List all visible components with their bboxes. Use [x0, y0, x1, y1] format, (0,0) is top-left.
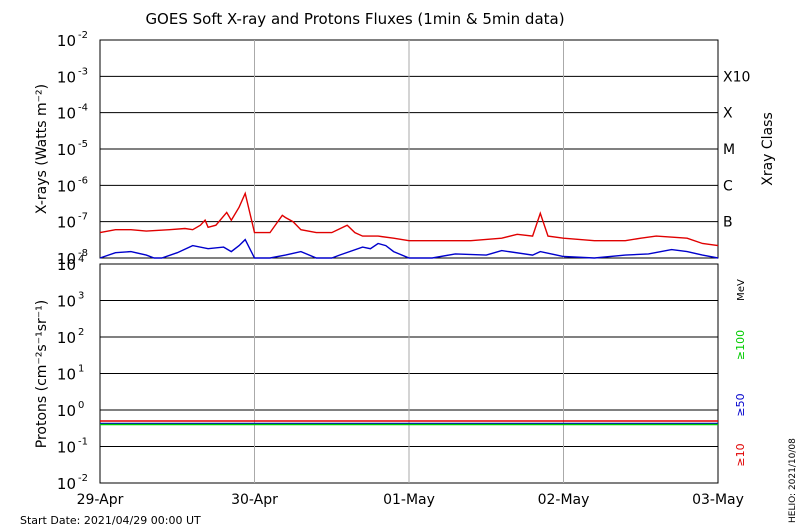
- y-tick-exponent: -7: [78, 212, 88, 223]
- chart-title: GOES Soft X-ray and Protons Fluxes (1min…: [145, 10, 564, 28]
- proton-channel-label: ≥100: [734, 330, 747, 360]
- y-tick-label: 10: [57, 141, 76, 159]
- protons-series: [100, 420, 718, 426]
- y-tick-label: 10: [57, 475, 76, 493]
- x-tick-label: 02-May: [538, 492, 590, 508]
- y-tick-label: 10: [57, 250, 76, 268]
- start-date: Start Date: 2021/04/29 00:00 UT: [20, 514, 201, 527]
- xray-vertical-gridlines: [254, 40, 564, 258]
- class-label: C: [723, 178, 733, 194]
- y-tick-label: 10: [57, 329, 76, 347]
- xray-class-labels: X10 X M C B: [723, 69, 750, 230]
- series-line-2: [99, 238, 719, 259]
- y-tick-label: 10: [57, 439, 76, 457]
- xray-y-tick-labels: 10-210-310-410-510-610-710-8: [57, 30, 88, 268]
- x-tick-labels: 29-Apr 30-Apr 01-May 02-May 03-May: [77, 492, 744, 508]
- y-tick-label: 10: [57, 256, 76, 274]
- y-tick-label: 10: [57, 366, 76, 384]
- y-tick-label: 10: [57, 214, 76, 232]
- y-tick-label: 10: [57, 32, 76, 50]
- credit-label: HELIO: 2021/10/08: [788, 438, 798, 523]
- y-tick-exponent: 3: [78, 291, 84, 302]
- y-tick-exponent: -5: [78, 139, 88, 150]
- xray-y-axis-label: X-rays (Watts m⁻²): [34, 84, 50, 214]
- y-tick-exponent: 1: [78, 364, 84, 375]
- y-tick-exponent: -3: [78, 66, 88, 77]
- y-tick-exponent: 4: [78, 254, 84, 265]
- y-tick-exponent: -4: [78, 103, 88, 114]
- class-label: X10: [723, 69, 750, 85]
- proton-channel-label: ≥50: [734, 393, 747, 416]
- y-tick-exponent: 0: [78, 400, 84, 411]
- y-tick-label: 10: [57, 105, 76, 123]
- protons-vertical-gridlines: [254, 264, 564, 483]
- y-tick-label: 10: [57, 68, 76, 86]
- x-tick-label: 03-May: [692, 492, 744, 508]
- y-tick-exponent: -2: [78, 30, 88, 41]
- y-tick-label: 10: [57, 402, 76, 420]
- x-tick-label: 01-May: [383, 492, 435, 508]
- y-tick-exponent: -1: [78, 437, 88, 448]
- x-tick-label: 29-Apr: [77, 492, 124, 508]
- y-tick-label: 10: [57, 293, 76, 311]
- y-tick-exponent: -6: [78, 175, 88, 186]
- mev-label: MeV: [736, 279, 747, 301]
- class-label: M: [723, 142, 735, 158]
- class-label: B: [723, 215, 733, 231]
- proton-channel-labels: ≥100 ≥50 ≥10: [734, 330, 747, 467]
- class-label: X: [723, 106, 733, 122]
- proton-channel-label: ≥10: [734, 443, 747, 466]
- series-line-1: [99, 191, 719, 247]
- y-tick-exponent: -2: [78, 473, 88, 484]
- protons-y-axis-label: Protons (cm⁻²s⁻¹sr⁻¹): [34, 300, 50, 449]
- xray-series: [99, 191, 719, 259]
- xray-class-axis-label: Xray Class: [760, 112, 776, 186]
- y-tick-label: 10: [57, 177, 76, 195]
- y-tick-exponent: -8: [78, 248, 88, 259]
- x-tick-label: 30-Apr: [231, 492, 278, 508]
- y-tick-exponent: 2: [78, 327, 84, 338]
